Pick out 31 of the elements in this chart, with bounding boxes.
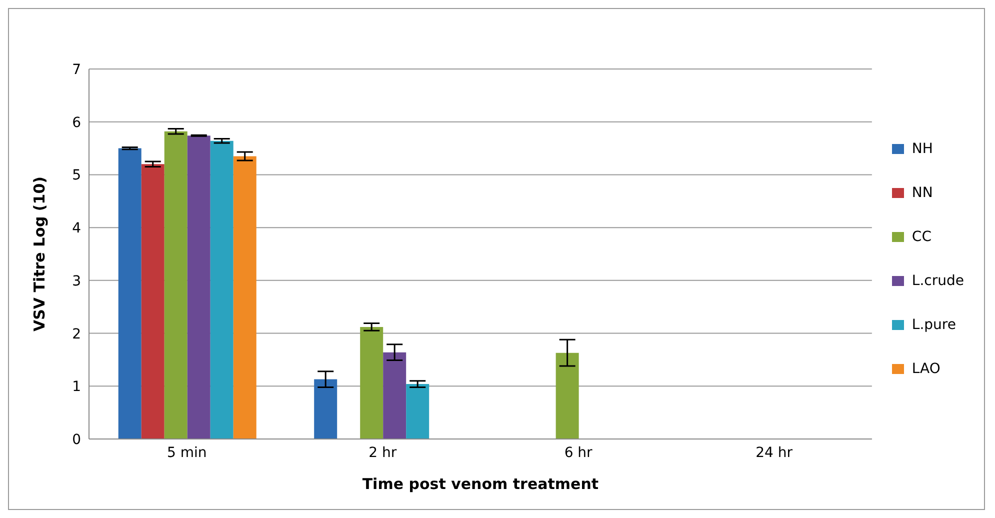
- y-axis-title: VSV Titre Log (10): [30, 176, 48, 332]
- legend-label: NN: [912, 185, 933, 201]
- y-tick-label: 1: [72, 379, 81, 396]
- bar: [556, 352, 579, 439]
- bar: [314, 379, 338, 439]
- bar: [164, 131, 188, 439]
- y-tick-label: 2: [72, 326, 81, 342]
- bar: [187, 136, 210, 439]
- y-tick-label: 3: [72, 273, 81, 290]
- x-tick-label: 6 hr: [564, 444, 593, 461]
- x-tick-label: 2 hr: [368, 444, 397, 461]
- legend-label: L.pure: [912, 317, 956, 333]
- y-tick-label: 4: [72, 220, 82, 237]
- bar: [118, 148, 142, 439]
- y-tick-label: 6: [72, 114, 82, 131]
- x-tick-label: 24 hr: [756, 444, 793, 461]
- bar: [141, 164, 164, 439]
- x-axis-title: Time post venom treatment: [362, 475, 599, 493]
- legend-label: L.crude: [912, 273, 964, 289]
- x-tick-label: 5 min: [166, 444, 207, 461]
- bar: [360, 326, 384, 439]
- y-tick-label: 0: [72, 432, 81, 448]
- y-tick-label: 7: [72, 62, 81, 78]
- bar: [210, 140, 234, 439]
- bar: [406, 384, 430, 439]
- bar: [383, 352, 406, 439]
- legend-label: LAO: [912, 361, 940, 377]
- legend-label: NH: [912, 141, 933, 157]
- bar: [233, 156, 256, 439]
- y-tick-label: 5: [72, 168, 81, 184]
- legend-label: CC: [912, 229, 932, 245]
